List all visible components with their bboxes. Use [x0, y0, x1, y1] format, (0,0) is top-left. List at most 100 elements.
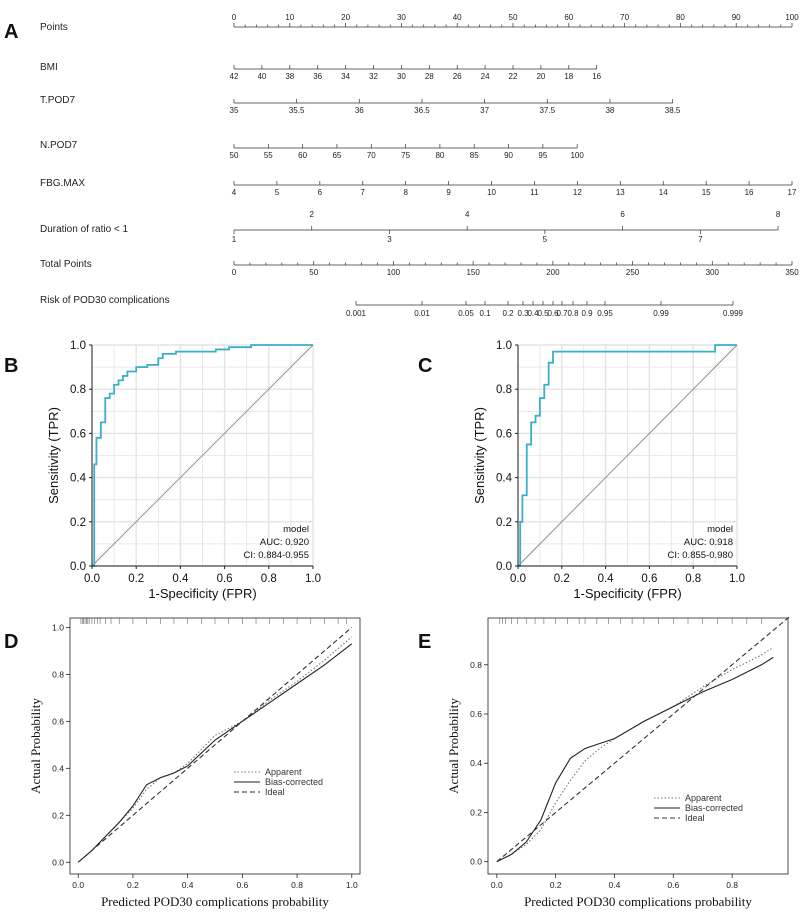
nomogram-tick-label: 0 — [232, 13, 237, 22]
roc-legend-text: model — [283, 524, 309, 535]
nomogram-tick-label: 37 — [480, 106, 489, 115]
nomogram-tick-label: 6 — [318, 188, 323, 197]
calibration-x-axis-title: Predicted POD30 complications probabilit… — [524, 894, 752, 909]
nomogram-tick-label: 14 — [659, 188, 668, 197]
roc-y-tick-label: 0.2 — [70, 517, 86, 529]
roc-y-axis-title: Sensitivity (TPR) — [46, 407, 61, 504]
roc-legend-text: CI: 0.884-0.955 — [244, 550, 310, 561]
nomogram-tick-label: 32 — [369, 72, 378, 81]
nomogram-tick-label: 36 — [355, 106, 364, 115]
nomogram-tick-label: 20 — [536, 72, 545, 81]
nomogram-row-label: BMI — [40, 62, 58, 73]
calibration-y-tick-label: 0.0 — [470, 857, 482, 867]
nomogram-tick-label: 10 — [285, 13, 294, 22]
calibration-plot-frame — [69, 617, 361, 875]
roc-x-tick-label: 0.2 — [554, 573, 570, 585]
roc-y-tick-label: 1.0 — [70, 340, 86, 352]
nomogram-tick-label: 60 — [564, 13, 573, 22]
nomogram-tick-label: 6 — [620, 210, 625, 219]
calibration-chart-validation: 0.0 0.2 0.4 0.6 0.8 0.0 0.2 0.4 0.6 0.8 Predicted … — [446, 615, 792, 909]
nomogram-tick-label: 35 — [230, 106, 239, 115]
nomogram-tick-label: 50 — [230, 151, 239, 160]
nomogram-tick-label: 4 — [465, 210, 470, 219]
nomogram-tick-label: 30 — [397, 72, 406, 81]
calibration-series-solid — [496, 656, 774, 863]
nomogram-tick-label: 0.3 — [517, 309, 529, 318]
nomogram-tick-label: 90 — [732, 13, 741, 22]
roc-curve — [92, 344, 313, 567]
nomogram-tick-label: 0.99 — [653, 309, 669, 318]
roc-y-axis-title: Sensitivity (TPR) — [472, 407, 487, 504]
roc-x-tick-label: 1.0 — [729, 573, 745, 585]
roc-x-tick-label: 0.8 — [685, 573, 701, 585]
calibration-x-tick-label: 0.6 — [667, 880, 679, 890]
roc-y-tick-label: 0.0 — [496, 561, 512, 573]
panel-label-b: B — [4, 355, 18, 377]
calibration-series-dotted — [496, 647, 774, 863]
nomogram-tick-label: 50 — [309, 268, 318, 277]
nomogram-tick-label: 80 — [676, 13, 685, 22]
roc-x-tick-label: 0.2 — [128, 573, 144, 585]
roc-legend-text: AUC: 0.918 — [684, 537, 733, 548]
nomogram-tick-label: 36.5 — [414, 106, 430, 115]
nomogram-tick-label: 30 — [397, 13, 406, 22]
calibration-y-tick-label: 0.2 — [470, 807, 482, 817]
calibration-y-axis-title: Actual Probability — [28, 698, 43, 794]
nomogram-tick-label: 250 — [626, 268, 640, 277]
calibration-series-dashed — [77, 626, 353, 863]
nomogram-tick-label: 17 — [788, 188, 797, 197]
nomogram-tick-label: 100 — [387, 268, 401, 277]
calibration-legend-text: Ideal — [265, 787, 285, 797]
nomogram-tick-label: 200 — [546, 268, 560, 277]
nomogram-row-label: N.POD7 — [40, 140, 78, 151]
calibration-legend-text: Ideal — [685, 813, 705, 823]
roc-x-tick-label: 1.0 — [305, 573, 321, 585]
nomogram-tick-label: 0.05 — [458, 309, 474, 318]
nomogram-tick-label: 0.5 — [537, 309, 549, 318]
nomogram-tick-label: 60 — [298, 151, 307, 160]
nomogram-tick-label: 16 — [592, 72, 601, 81]
nomogram-tick-label: 3 — [387, 235, 392, 244]
roc-y-tick-label: 1.0 — [496, 340, 512, 352]
nomogram-tick-label: 9 — [446, 188, 451, 197]
calibration-chart-training: 0.0 0.2 0.4 0.6 0.8 1.0 0.0 0.2 0.4 0.6 0.8 1.0 Pred… — [28, 617, 361, 909]
nomogram-tick-label: 0.001 — [346, 309, 367, 318]
nomogram-tick-label: 2 — [309, 210, 314, 219]
nomogram-tick-label: 7 — [361, 188, 366, 197]
roc-legend-text: CI: 0.855-0.980 — [668, 550, 734, 561]
roc-x-tick-label: 0.0 — [510, 573, 526, 585]
roc-y-tick-label: 0.2 — [496, 517, 512, 529]
nomogram-tick-label: 65 — [332, 151, 341, 160]
nomogram-tick-label: 20 — [341, 13, 350, 22]
calibration-x-tick-label: 0.8 — [726, 880, 738, 890]
nomogram-tick-label: 85 — [470, 151, 479, 160]
roc-x-tick-label: 0.0 — [84, 573, 100, 585]
roc-x-axis-title: 1-Specificity (FPR) — [148, 586, 256, 601]
roc-x-axis-title: 1-Specificity (FPR) — [573, 586, 681, 601]
roc-reference-line — [517, 344, 738, 567]
nomogram-tick-label: 350 — [785, 268, 799, 277]
nomogram-row-label: T.POD7 — [40, 95, 75, 106]
nomogram-row-label: Risk of POD30 complications — [40, 295, 170, 306]
nomogram-tick-label: 300 — [706, 268, 720, 277]
panel-label-d: D — [4, 631, 18, 653]
nomogram-tick-label: 12 — [573, 188, 582, 197]
nomogram-tick-label: 8 — [403, 188, 408, 197]
nomogram-row-label: Total Points — [40, 259, 92, 270]
roc-y-tick-label: 0.6 — [496, 428, 512, 440]
roc-y-tick-label: 0.8 — [496, 384, 512, 396]
roc-y-tick-label: 0.4 — [496, 473, 513, 485]
calibration-x-tick-label: 0.4 — [609, 880, 621, 890]
nomogram-tick-label: 16 — [745, 188, 754, 197]
roc-legend-text: model — [707, 524, 733, 535]
nomogram-tick-label: 8 — [776, 210, 781, 219]
nomogram-tick-label: 0.9 — [581, 309, 593, 318]
calibration-x-tick-label: 0.8 — [291, 880, 303, 890]
roc-y-tick-label: 0.8 — [70, 384, 86, 396]
nomogram-tick-label: 0.8 — [567, 309, 579, 318]
nomogram-tick-label: 90 — [504, 151, 513, 160]
nomogram-tick-label: 0.2 — [502, 309, 514, 318]
nomogram-row-label: Duration of ratio < 1 — [40, 224, 129, 235]
roc-legend-text: AUC: 0.920 — [260, 537, 309, 548]
